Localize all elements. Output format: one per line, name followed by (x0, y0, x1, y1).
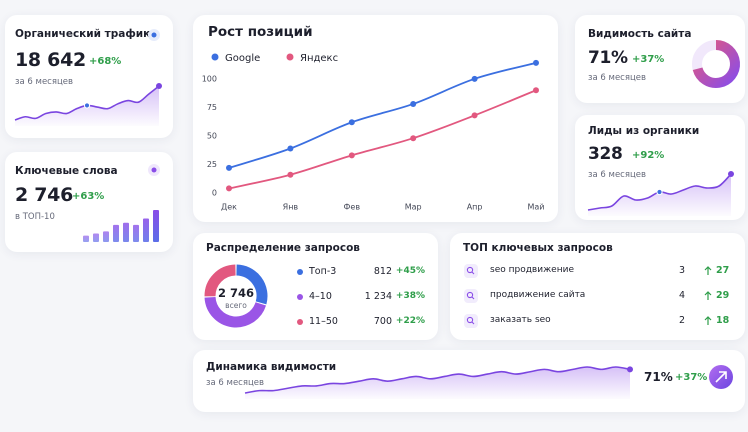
row-count: 812 (373, 266, 392, 277)
position: 4 (678, 290, 686, 301)
period: за 6 месяцев (15, 77, 73, 87)
donut-total: 2 746 (217, 286, 254, 300)
metric-change: +37% (632, 54, 665, 65)
card-title: Динамика видимости (206, 361, 337, 373)
period: за 6 месяцев (588, 73, 646, 83)
query: заказать seo (490, 315, 551, 325)
row-count: 700 (373, 316, 392, 327)
metric-value: 71% (588, 48, 628, 68)
query: продвижение сайта (490, 290, 586, 300)
row-change: +38% (395, 291, 425, 301)
metric-value: 2 746 (15, 184, 73, 206)
card (193, 15, 558, 222)
card (450, 233, 745, 340)
position: 3 (678, 265, 686, 276)
row-label: 4–10 (309, 291, 332, 302)
metric-value: 328 (588, 144, 623, 164)
change: 29 (716, 290, 730, 301)
change: 27 (716, 265, 730, 276)
row-change: +22% (395, 316, 425, 326)
card-title: Лиды из органики (588, 125, 700, 137)
change: 18 (716, 315, 730, 326)
row-label: Топ-3 (309, 266, 337, 277)
position: 2 (678, 315, 686, 326)
donut-caption: всего (225, 301, 247, 310)
row-change: +45% (395, 266, 425, 276)
row-label: 11–50 (309, 316, 338, 327)
period: за 6 месяцев (206, 378, 264, 388)
card-title: Органический трафик (15, 28, 151, 40)
card-title: Распределение запросов (206, 242, 360, 254)
card-title: Ключевые слова (15, 165, 118, 177)
metric-value: 71% (644, 370, 673, 384)
chart-title: Рост позиций (208, 24, 313, 40)
card-title: Видимость сайта (588, 28, 692, 40)
row-count: 1 234 (364, 291, 392, 302)
metric-value: 18 642 (15, 49, 86, 71)
period: в ТОП-10 (15, 212, 55, 222)
period: за 6 месяцев (588, 170, 646, 180)
query: seo продвижение (490, 265, 574, 275)
metric-change: +37% (675, 372, 708, 383)
metric-change: +92% (632, 150, 665, 161)
metric-change: +63% (72, 191, 105, 202)
card-title: ТОП ключевых запросов (463, 242, 613, 254)
metric-change: +68% (89, 56, 122, 67)
